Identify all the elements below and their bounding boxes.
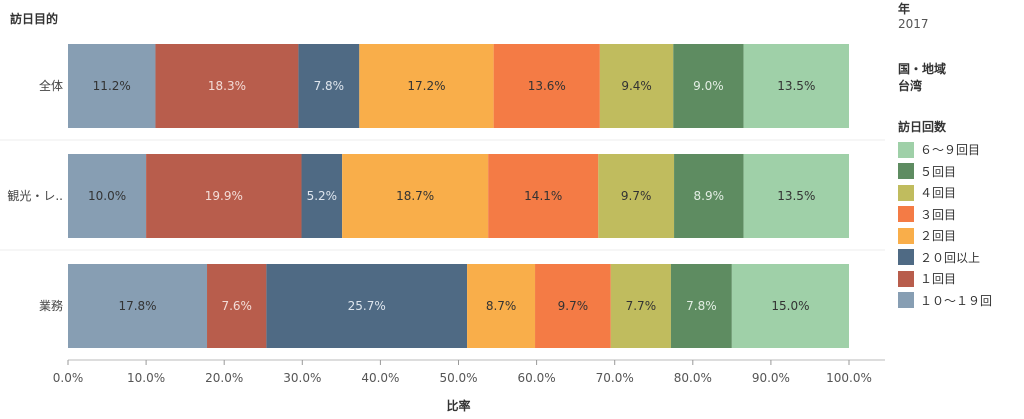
data-label: 7.8% xyxy=(314,79,345,93)
bar-segment xyxy=(731,264,849,348)
bar-segment xyxy=(68,264,208,348)
data-label: 9.0% xyxy=(693,79,724,93)
x-tick-label: 0.0% xyxy=(53,371,84,385)
data-label: 10.0% xyxy=(88,189,126,203)
bar-segment xyxy=(743,44,849,128)
legend-swatch xyxy=(898,141,914,158)
legend-swatch xyxy=(898,270,914,287)
data-label: 11.2% xyxy=(93,79,131,93)
legend-item[interactable]: １０～１９回 xyxy=(898,290,992,312)
data-label: 19.9% xyxy=(205,189,243,203)
bar-segment xyxy=(673,44,744,128)
data-label: 17.2% xyxy=(407,79,445,93)
data-label: 9.7% xyxy=(621,189,652,203)
x-tick-label: 10.0% xyxy=(127,371,165,385)
legend-label: ２回目 xyxy=(920,229,957,244)
data-label: 15.0% xyxy=(771,299,809,313)
x-tick-label: 60.0% xyxy=(518,371,556,385)
legend-swatch xyxy=(898,227,914,244)
x-tick-label: 80.0% xyxy=(674,371,712,385)
legend: 訪日回数 ６～９回目 ５回目 ４回目 ３回目 ２回目 ２０回以上 １回目 １０～１９回 xyxy=(898,118,992,311)
data-label: 8.9% xyxy=(694,189,725,203)
x-axis-title: 比率 xyxy=(446,398,470,413)
bar-segment xyxy=(68,44,156,128)
data-label: 18.3% xyxy=(208,79,246,93)
legend-label: １回目 xyxy=(920,272,957,287)
x-tick-label: 50.0% xyxy=(439,371,477,385)
bar-segment xyxy=(674,154,744,238)
bar-segment xyxy=(599,44,674,128)
bar-segment xyxy=(488,154,599,238)
x-tick-label: 20.0% xyxy=(205,371,243,385)
data-label: 13.6% xyxy=(528,79,566,93)
bar-segment xyxy=(610,264,671,348)
data-label: 9.4% xyxy=(621,79,652,93)
bar-segment xyxy=(359,44,494,128)
legend-swatch xyxy=(898,184,914,201)
data-label: 25.7% xyxy=(348,299,386,313)
legend-swatch xyxy=(898,206,914,223)
data-label: 13.5% xyxy=(777,79,815,93)
data-label: 18.7% xyxy=(396,189,434,203)
x-tick-label: 30.0% xyxy=(283,371,321,385)
category-label: 観光・レ.. xyxy=(7,189,63,203)
legend-item[interactable]: ２０回以上 xyxy=(898,247,992,269)
legend-swatch xyxy=(898,163,914,180)
bar-segment xyxy=(266,264,468,348)
bar-segment xyxy=(301,154,343,238)
category-label: 業務 xyxy=(39,299,63,313)
data-label: 14.1% xyxy=(524,189,562,203)
row-axis-title: 訪日目的 xyxy=(10,12,59,26)
filter-year-value: 2017 xyxy=(898,17,929,31)
data-label: 13.5% xyxy=(777,189,815,203)
legend-swatch xyxy=(898,292,914,309)
category-label: 全体 xyxy=(39,78,63,93)
bar-segment xyxy=(743,154,849,238)
data-label: 17.8% xyxy=(118,299,156,313)
bar-segment xyxy=(493,44,600,128)
data-label: 7.8% xyxy=(686,299,717,313)
bar-segment xyxy=(467,264,536,348)
filter-region-title: 国・地域 xyxy=(898,62,947,76)
data-label: 8.7% xyxy=(486,299,517,313)
data-label: 7.6% xyxy=(221,299,252,313)
filter-region: 国・地域 台湾 xyxy=(898,60,946,94)
bar-segment xyxy=(207,264,267,348)
bar-segment xyxy=(155,44,299,128)
legend-label: ４回目 xyxy=(920,186,957,201)
legend-label: ６～９回目 xyxy=(920,143,981,158)
bar-segment xyxy=(535,264,611,348)
legend-swatch xyxy=(898,249,914,266)
legend-label: ３回目 xyxy=(920,207,957,222)
legend-item[interactable]: ２回目 xyxy=(898,225,992,247)
legend-title: 訪日回数 xyxy=(898,120,947,134)
filter-year: 年 2017 xyxy=(898,0,929,31)
x-tick-label: 40.0% xyxy=(361,371,399,385)
bar-segment xyxy=(598,154,675,238)
legend-label: ２０回以上 xyxy=(920,250,981,265)
data-label: 7.7% xyxy=(626,299,657,313)
bar-segment xyxy=(146,154,302,238)
bar-segment xyxy=(342,154,489,238)
data-label: 9.7% xyxy=(558,299,589,313)
legend-label: １０～１９回 xyxy=(920,293,993,308)
legend-item[interactable]: ５回目 xyxy=(898,161,992,183)
filter-region-value: 台湾 xyxy=(898,79,923,93)
x-tick-label: 100.0% xyxy=(826,371,872,385)
bar-segment xyxy=(670,264,732,348)
legend-item[interactable]: ６～９回目 xyxy=(898,139,992,161)
x-tick-label: 90.0% xyxy=(752,371,790,385)
legend-label: ５回目 xyxy=(920,164,957,179)
legend-item[interactable]: ４回目 xyxy=(898,182,992,204)
data-label: 5.2% xyxy=(307,189,338,203)
filter-year-title: 年 xyxy=(898,2,911,16)
bar-segment xyxy=(298,44,360,128)
x-tick-label: 70.0% xyxy=(596,371,634,385)
legend-item[interactable]: １回目 xyxy=(898,268,992,290)
bar-segment xyxy=(68,154,147,238)
legend-item[interactable]: ３回目 xyxy=(898,204,992,226)
stacked-bar-chart: 全体 11.2% 18.3% 7.8% 17.2% 13.6% 9.4% 9.0% 13.5% 観… xyxy=(0,44,885,413)
